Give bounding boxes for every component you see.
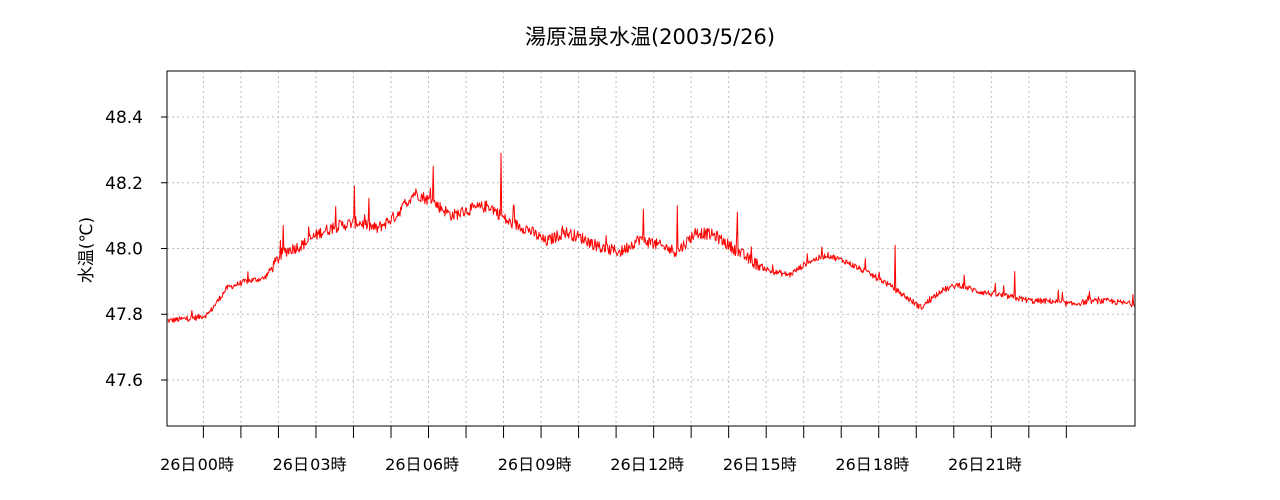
y-axis-label: 水温(℃): [77, 217, 97, 283]
x-tick-label: 26日: [948, 455, 984, 474]
x-tick-label: 26日: [835, 455, 871, 474]
x-tick-label: 00時: [198, 455, 234, 474]
x-tick-label: 26日: [385, 455, 421, 474]
x-tick-label: 26日: [610, 455, 646, 474]
y-tick-label: 48.4: [105, 108, 143, 128]
x-tick-label: 18時: [873, 455, 909, 474]
x-tick-label: 06時: [423, 455, 459, 474]
y-tick-label: 47.8: [105, 305, 143, 325]
gridlines: [167, 71, 1135, 426]
x-tick-label: 26日: [498, 455, 534, 474]
y-tick-label: 48.2: [105, 174, 143, 194]
chart-title: 湯原温泉水温(2003/5/26): [525, 25, 775, 49]
x-axis: 26日 00時 26日 03時 26日 06時 26日 09時 26日 12時 26日 15時 26日 1…: [160, 426, 1067, 474]
x-tick-label: 26日: [160, 455, 196, 474]
y-tick-label: 47.6: [105, 371, 143, 391]
series-line: [166, 152, 1136, 323]
y-axis: 47.6 47.8 48.0 48.2 48.4: [105, 108, 167, 391]
x-tick-label: 09時: [535, 455, 571, 474]
x-tick-label: 21時: [985, 455, 1021, 474]
series-layer: [166, 152, 1136, 323]
x-tick-label: 12時: [648, 455, 684, 474]
x-tick-label: 03時: [310, 455, 346, 474]
x-tick-label: 26日: [273, 455, 309, 474]
x-tick-label: 26日: [723, 455, 759, 474]
y-tick-label: 48.0: [105, 240, 143, 260]
x-tick-label: 15時: [760, 455, 796, 474]
